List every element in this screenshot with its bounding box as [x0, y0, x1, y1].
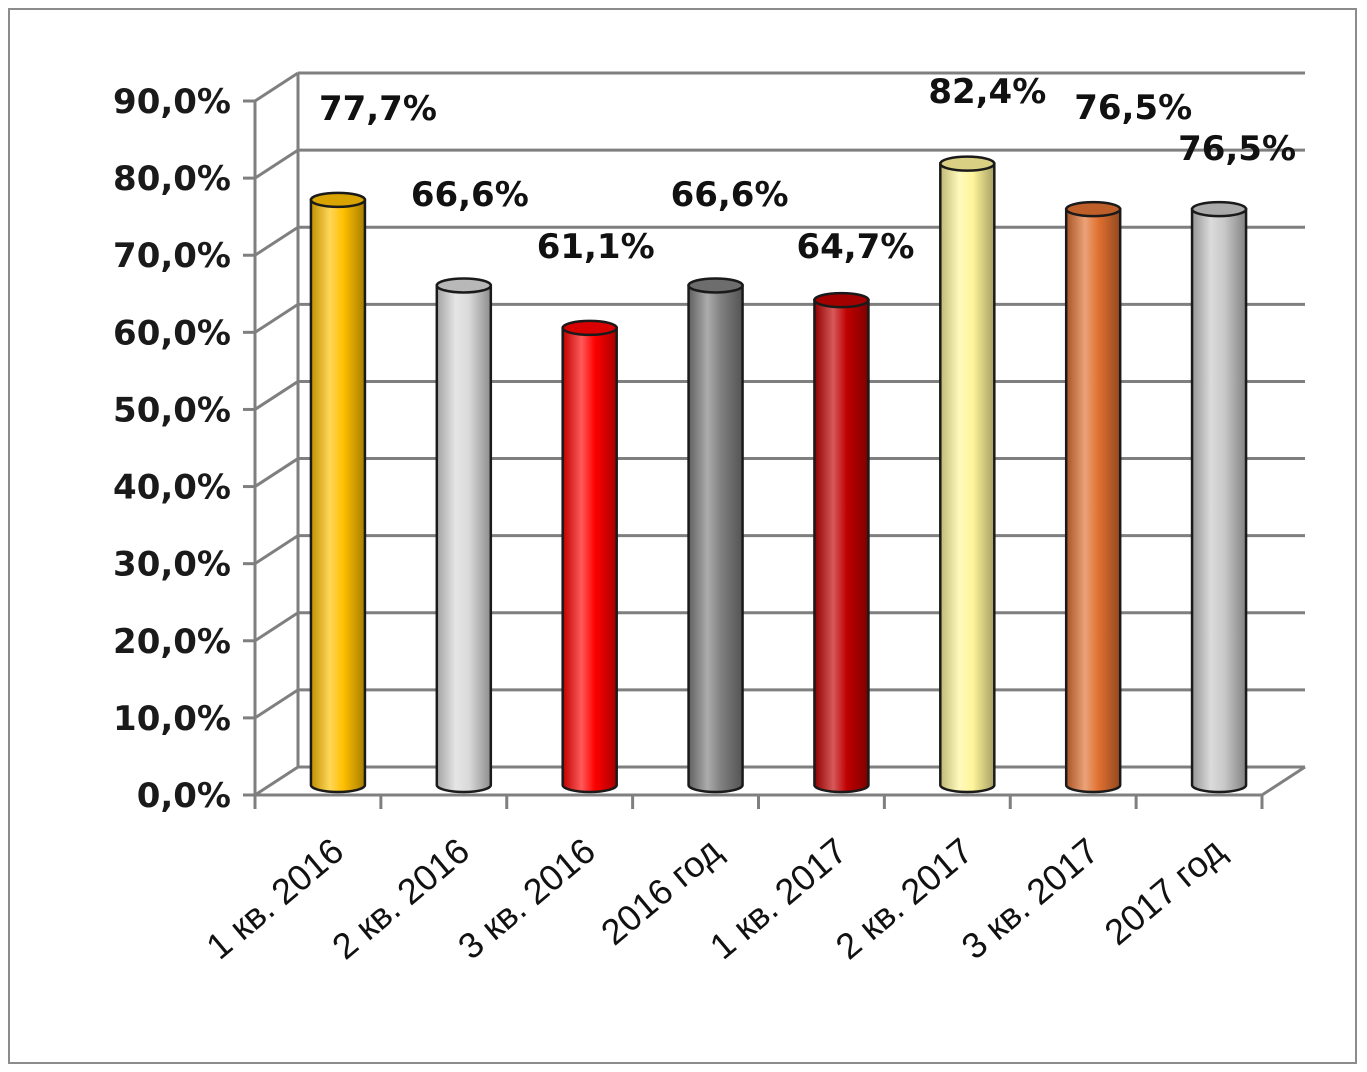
- bar-top-2: [435, 277, 493, 294]
- bar-8: [1190, 207, 1248, 794]
- data-label: 82,4%: [928, 72, 1046, 112]
- bar-4: [687, 284, 744, 794]
- floor-right-edge: [1261, 765, 1306, 797]
- data-label: 66,6%: [671, 175, 789, 215]
- x-tick-label: 1 кв. 2017: [702, 830, 855, 967]
- gridline-side: [254, 765, 299, 797]
- bar-2: [435, 284, 493, 794]
- x-tick-label: 1 кв. 2016: [198, 830, 351, 967]
- y-tick-label: 50,0%: [113, 390, 231, 430]
- bar-top-5: [813, 291, 870, 309]
- gridline-side: [254, 380, 299, 411]
- gridline-side: [254, 225, 299, 257]
- y-tick-label: 0,0%: [137, 776, 231, 816]
- bar-6: [939, 162, 996, 794]
- y-tick-label: 40,0%: [113, 468, 231, 508]
- y-tick-label: 20,0%: [113, 622, 231, 662]
- gridline-side: [254, 611, 299, 643]
- gridline-side: [254, 688, 299, 720]
- y-tick-label: 90,0%: [113, 82, 231, 122]
- data-label: 66,6%: [411, 175, 529, 215]
- bar-top-4: [687, 277, 744, 294]
- y-tick-label: 70,0%: [113, 236, 231, 276]
- bar-top-8: [1190, 200, 1248, 218]
- data-label: 61,1%: [537, 227, 655, 267]
- bar-top-7: [1064, 200, 1122, 218]
- bar-7: [1064, 207, 1122, 794]
- bar-top-3: [561, 319, 618, 337]
- x-tick-label: 2 кв. 2017: [828, 830, 981, 967]
- y-tick-label: 80,0%: [113, 159, 231, 199]
- data-label: 64,7%: [796, 227, 914, 267]
- bar-3: [561, 326, 618, 794]
- gridline-side: [254, 457, 299, 488]
- data-label: 76,5%: [1178, 129, 1296, 169]
- data-label: 77,7%: [319, 89, 437, 129]
- x-tick-label: 3 кв. 2017: [954, 830, 1107, 967]
- bar-1: [309, 198, 367, 794]
- y-tick-label: 10,0%: [113, 699, 231, 739]
- y-tick-label: 30,0%: [113, 545, 231, 585]
- gridline-side: [254, 71, 299, 103]
- x-tick-label: 2 кв. 2016: [324, 830, 477, 967]
- gridline-side: [254, 534, 299, 565]
- bar-top-1: [309, 191, 367, 209]
- bar-top-6: [939, 155, 996, 172]
- x-tick-label: 3 кв. 2016: [450, 830, 603, 967]
- x-tick-label: 2017 год: [1097, 830, 1233, 953]
- data-label: 76,5%: [1074, 88, 1192, 128]
- gridline-side: [254, 148, 299, 180]
- bar-5: [813, 298, 870, 794]
- gridline-side: [254, 303, 299, 334]
- y-tick-label: 60,0%: [113, 313, 231, 353]
